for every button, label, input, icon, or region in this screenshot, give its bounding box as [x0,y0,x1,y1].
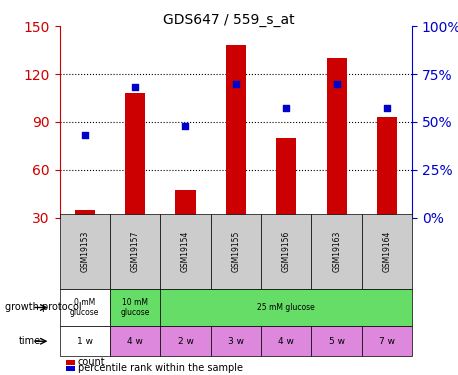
Point [283,105,290,111]
Text: 1 w: 1 w [77,337,93,346]
Text: 5 w: 5 w [329,337,344,346]
Point [333,81,340,87]
Text: GSM19157: GSM19157 [131,231,140,272]
Bar [75,210,95,218]
Text: 7 w: 7 w [379,337,395,346]
Text: 4 w: 4 w [278,337,294,346]
Text: GSM19164: GSM19164 [382,231,392,272]
Bar [226,45,246,218]
Text: GDS647 / 559_s_at: GDS647 / 559_s_at [163,13,295,27]
Text: 10 mM
glucose: 10 mM glucose [120,298,150,317]
Text: count: count [78,357,105,367]
Text: GSM19156: GSM19156 [282,231,291,272]
Text: GSM19155: GSM19155 [231,231,240,272]
Text: 4 w: 4 w [127,337,143,346]
Bar [175,190,196,217]
Bar [276,138,296,218]
Point [81,132,88,138]
Bar [327,58,347,217]
Text: 0 mM
glucose: 0 mM glucose [70,298,99,317]
Bar [125,93,145,218]
Point [383,105,391,111]
Text: growth protocol: growth protocol [5,303,81,312]
Bar [377,117,397,218]
Point [131,84,139,90]
Text: 2 w: 2 w [178,337,193,346]
Text: 25 mM glucose: 25 mM glucose [257,303,315,312]
Text: 3 w: 3 w [228,337,244,346]
Text: GSM19153: GSM19153 [80,231,89,272]
Text: GSM19154: GSM19154 [181,231,190,272]
Text: time: time [18,336,40,346]
Point [232,81,240,87]
Text: percentile rank within the sample: percentile rank within the sample [78,363,243,373]
Text: GSM19163: GSM19163 [332,231,341,272]
Point [182,123,189,129]
